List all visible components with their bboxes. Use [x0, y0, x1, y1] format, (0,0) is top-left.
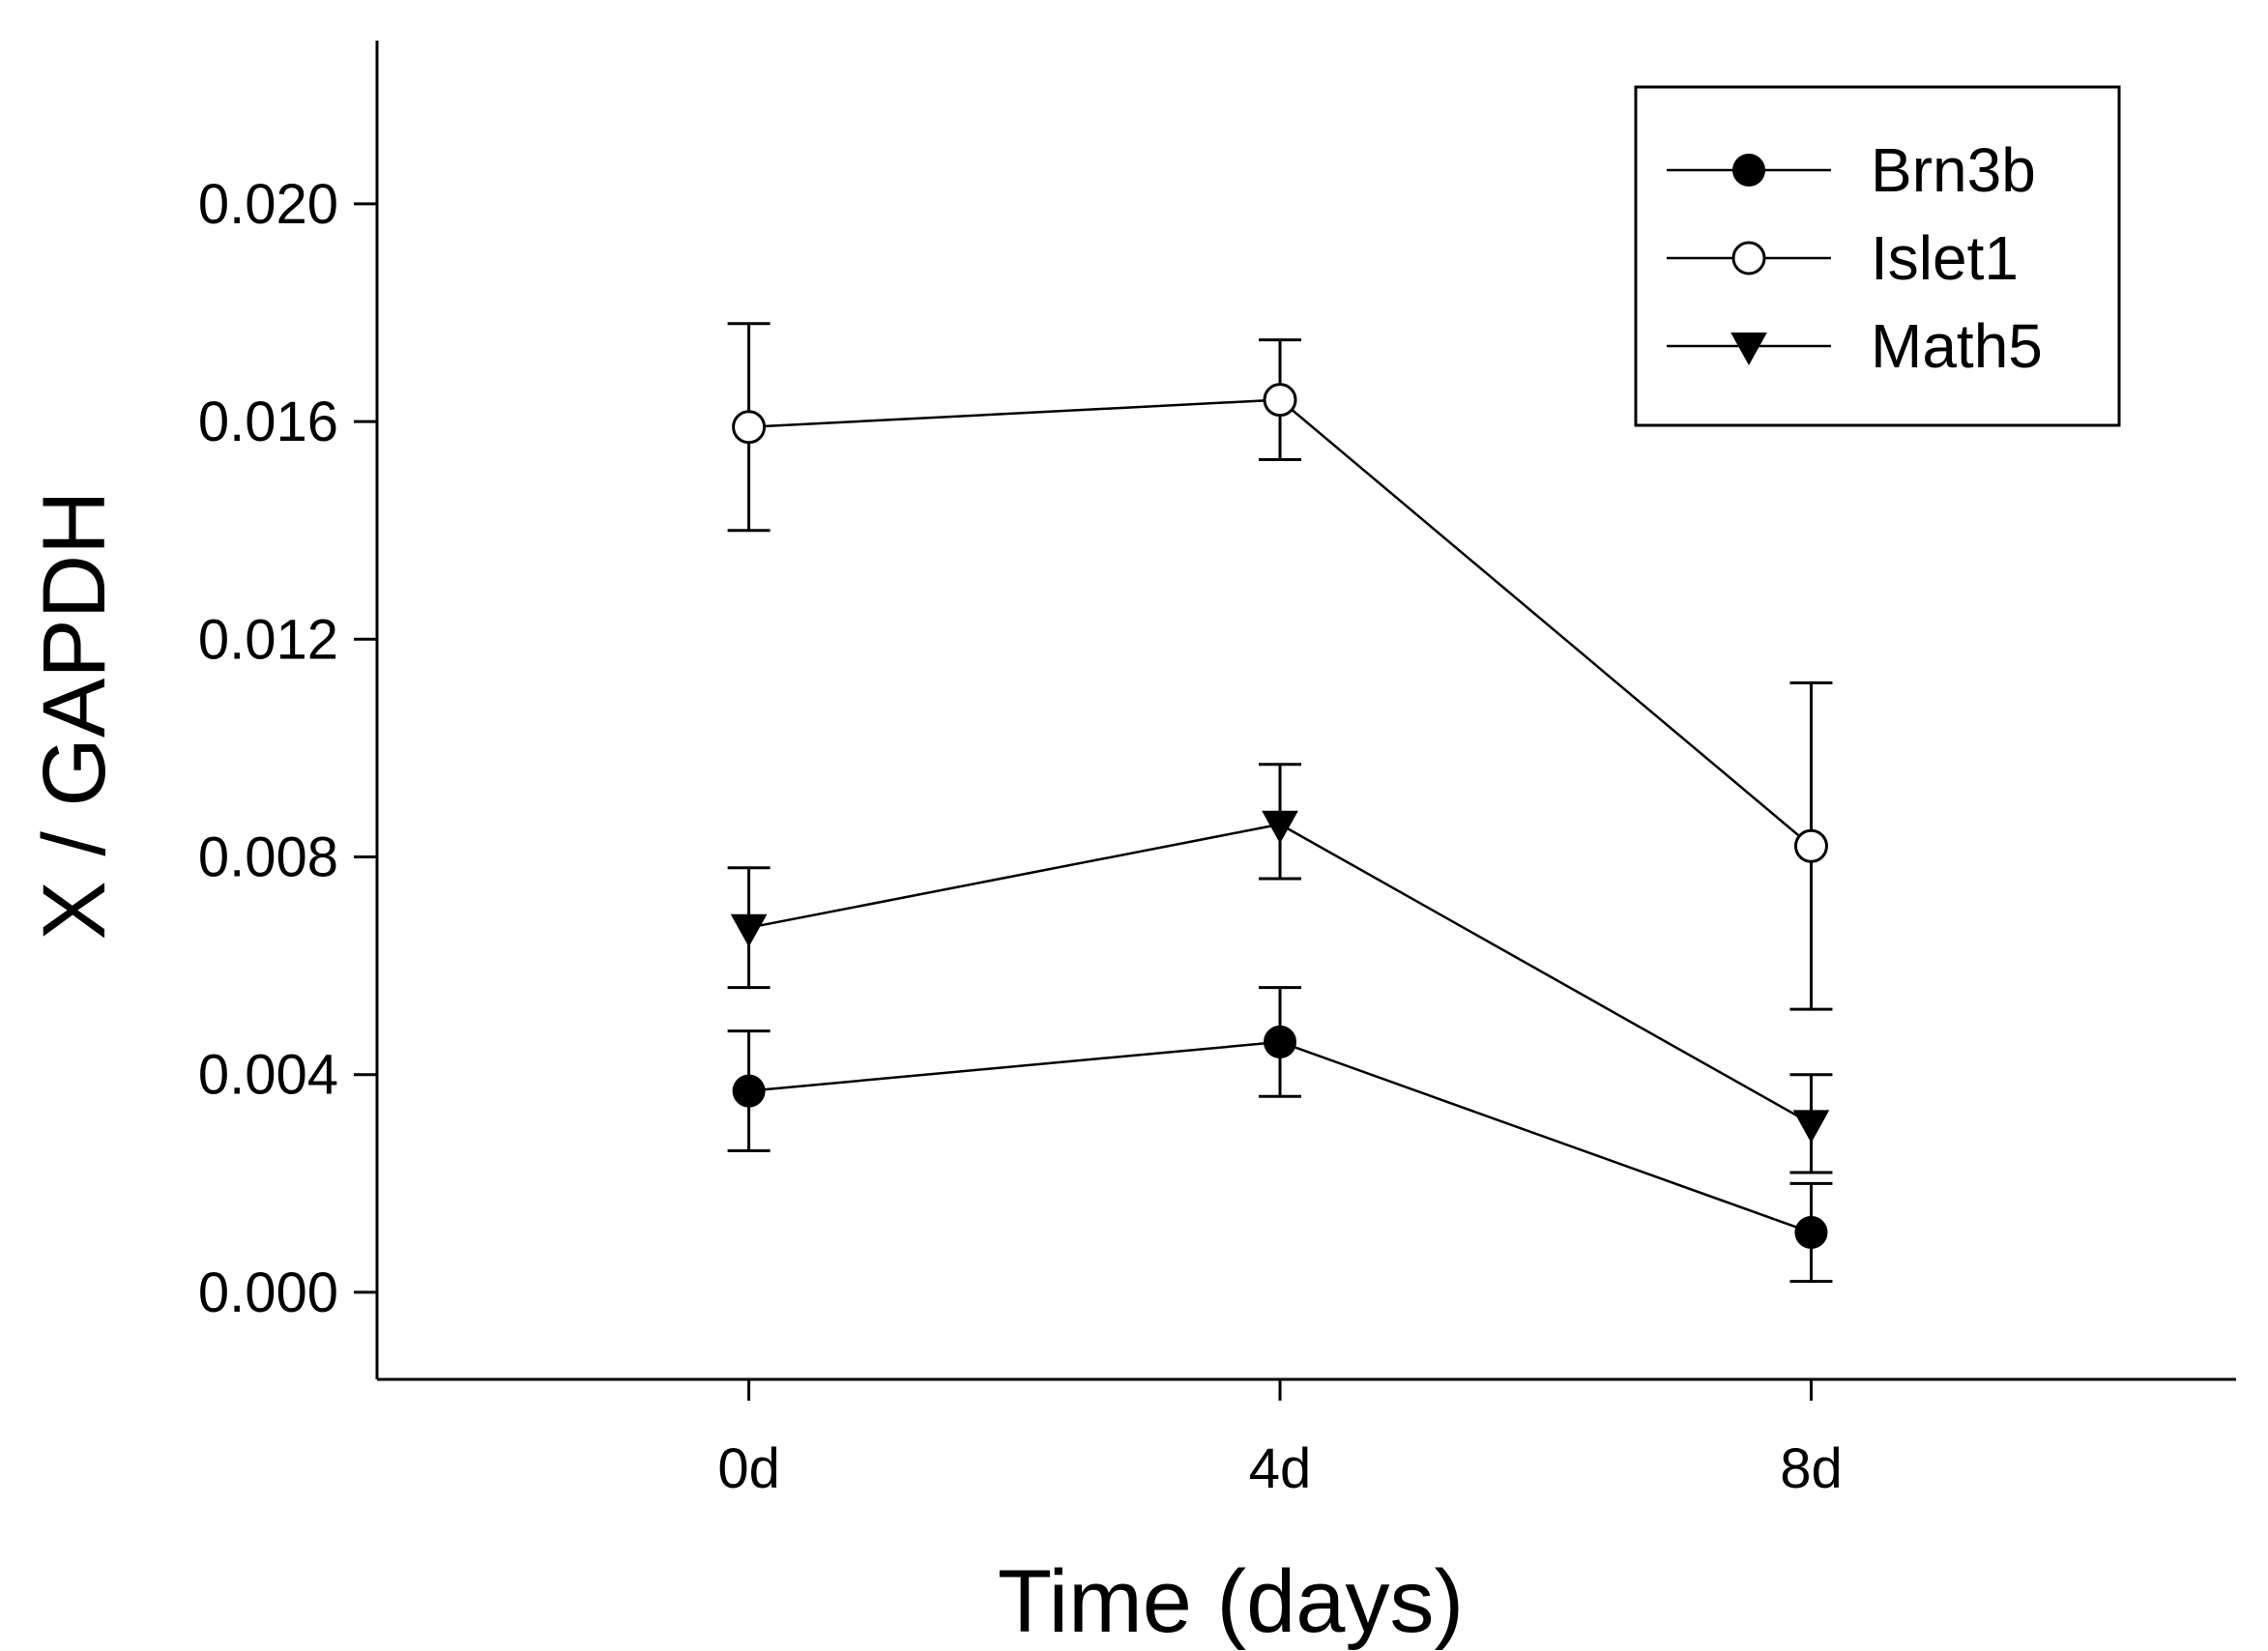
y-tick-label: 0.012	[198, 608, 338, 671]
legend: Brn3b Islet1 Math5	[1634, 85, 2121, 427]
legend-marker	[1730, 333, 1767, 365]
series-math5	[727, 763, 1833, 1174]
data-point	[1792, 1110, 1830, 1144]
data-point	[730, 913, 768, 947]
y-ticks: 0.000 0.004 0.008 0.012 0.016 0.020	[198, 173, 377, 1324]
legend-marker	[1732, 154, 1765, 187]
data-point	[732, 410, 767, 445]
x-ticks: 0d 4d 8d	[717, 1379, 1843, 1500]
legend-item-math5: Math5	[1667, 311, 2043, 381]
x-axis-title: Time (days)	[998, 1552, 1464, 1651]
y-tick-label: 0.000	[198, 1261, 338, 1324]
y-axis-title: X / GAPDH	[25, 490, 124, 940]
axes	[375, 41, 2236, 1381]
data-point	[1794, 1215, 1828, 1249]
x-tick-label: 8d	[1780, 1437, 1843, 1500]
y-tick-label: 0.008	[198, 826, 338, 889]
y-tick-label: 0.020	[198, 173, 338, 236]
legend-item-islet1: Islet1	[1667, 223, 2019, 293]
data-point	[732, 1074, 766, 1108]
legend-marker	[1731, 241, 1766, 275]
legend-box	[1634, 85, 2121, 427]
series-islet1	[727, 322, 1833, 1011]
y-tick-label: 0.004	[198, 1044, 338, 1107]
data-point	[1264, 1025, 1297, 1058]
data-point	[1263, 383, 1297, 418]
series-layer	[727, 322, 1833, 1284]
legend-label: Islet1	[1871, 223, 2019, 293]
x-tick-label: 0d	[717, 1437, 780, 1500]
y-tick-label: 0.016	[198, 391, 338, 453]
data-point	[1262, 810, 1298, 844]
legend-label: Brn3b	[1871, 135, 2036, 205]
series-brn3b	[727, 986, 1833, 1284]
x-tick-label: 4d	[1249, 1437, 1312, 1500]
legend-label: Math5	[1871, 311, 2043, 381]
legend-item-brn3b: Brn3b	[1667, 135, 2036, 205]
data-point	[1793, 828, 1828, 863]
